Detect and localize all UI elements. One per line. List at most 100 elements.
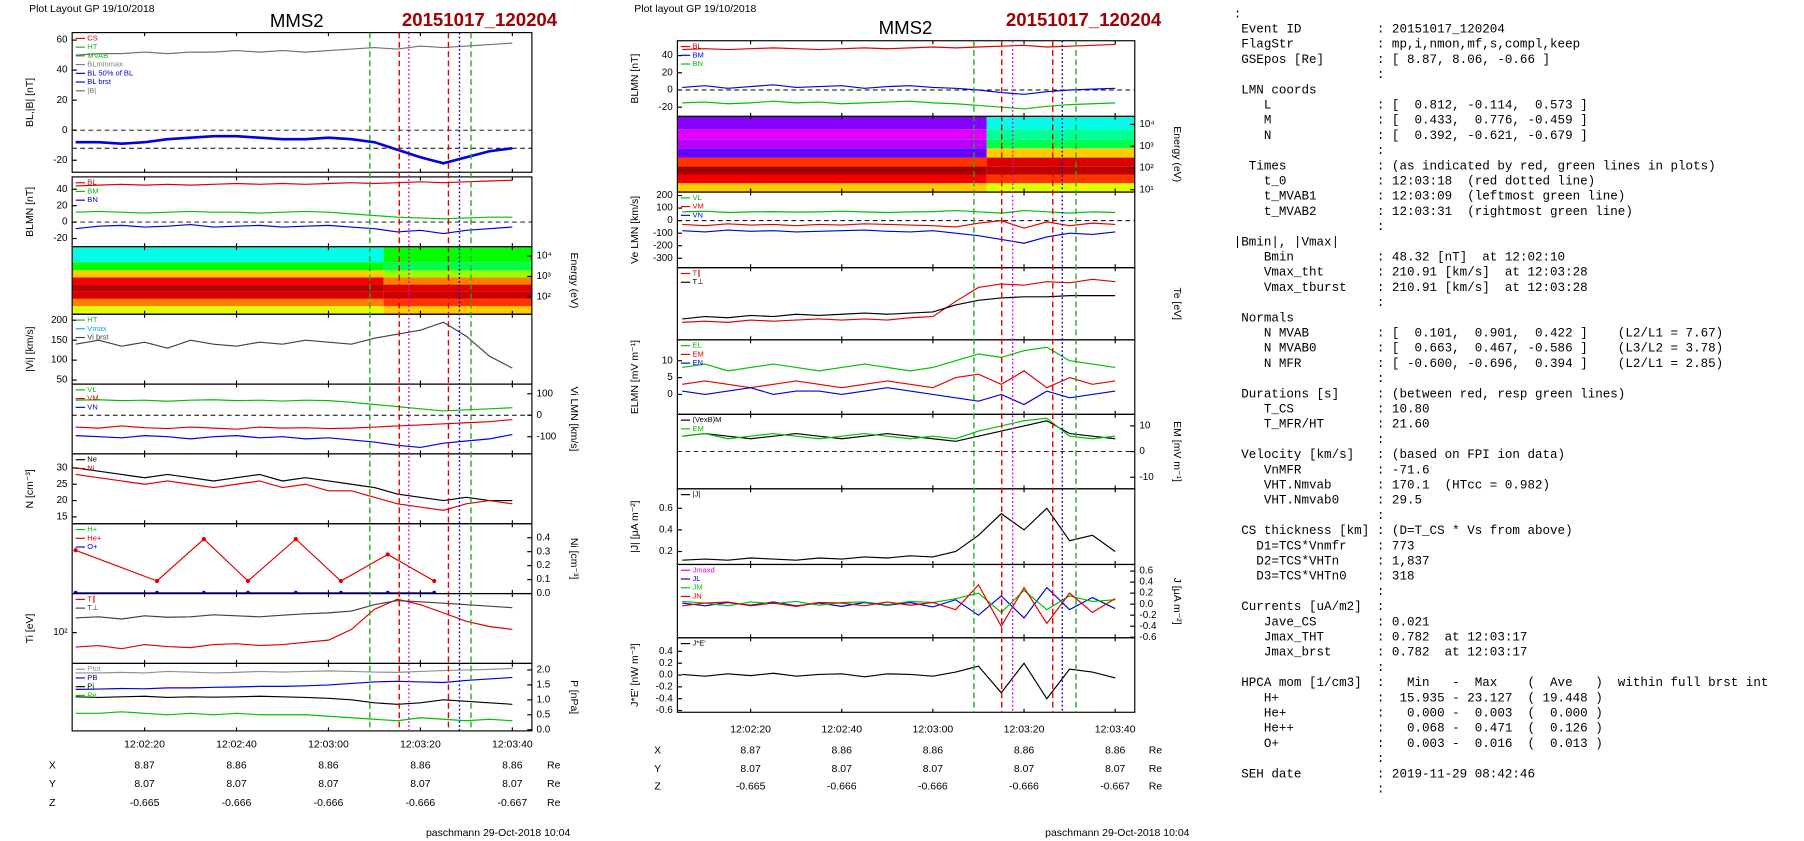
spectrogram-cell	[986, 139, 1135, 149]
data-point	[245, 578, 251, 584]
summary-label: Jmax_brst	[1234, 646, 1332, 660]
panel	[677, 210, 1135, 244]
x-tick-label: 12:03:00	[913, 725, 954, 736]
legend-label: JM	[693, 583, 703, 592]
position-name: X	[654, 745, 661, 756]
legend-label: EL	[693, 341, 702, 350]
spectrogram-cell	[383, 298, 532, 307]
position-value: -0.666	[222, 798, 252, 809]
summary-value: : 773	[1377, 539, 1415, 553]
panel	[682, 662, 1116, 700]
data-point	[338, 590, 343, 594]
panel	[75, 467, 513, 511]
y-axis-label: P [nPa]	[568, 680, 579, 714]
legend-label: Pi	[87, 682, 94, 691]
position-value: -0.667	[498, 798, 528, 809]
legend-label: VN	[87, 402, 97, 411]
position-value: -0.666	[827, 782, 857, 793]
position-value: 8.07	[740, 764, 761, 775]
spectrogram-cell	[986, 129, 1135, 140]
summary-label: N	[1234, 129, 1272, 143]
y-tick-label: 0	[1139, 446, 1145, 457]
x-tick-label: 12:03:40	[1095, 725, 1136, 736]
summary-value: : 0.000 - 0.003 ( 0.000 )	[1377, 706, 1603, 720]
y-tick-label: 1.0	[537, 694, 551, 705]
panel	[682, 507, 1116, 561]
summary-label: :	[1234, 7, 1242, 21]
position-value: 8.86	[502, 761, 523, 772]
legend-label: |J|	[693, 490, 701, 499]
spectrogram-cell	[72, 284, 384, 292]
legend-label: PB	[87, 673, 97, 682]
data-point	[154, 578, 160, 584]
summary-label: HPCA mom [1/cm3]	[1234, 676, 1362, 690]
summary-value: :	[1377, 433, 1385, 447]
y-axis-label: J [μA m⁻²]	[1171, 578, 1182, 625]
y-tick-label: 0.5	[537, 709, 551, 720]
summary-label: He+	[1234, 706, 1287, 720]
spectrogram-cell	[383, 306, 532, 315]
spectrogram-cell	[72, 246, 384, 263]
data-line	[75, 473, 513, 511]
y-tick-label: 200	[51, 315, 68, 326]
position-value: 8.86	[832, 745, 853, 756]
legend-label: MVAB	[87, 51, 108, 60]
panel	[75, 598, 513, 650]
data-point	[432, 590, 437, 594]
y-axis-label: Energy (eV)	[1171, 126, 1182, 182]
panel-frame	[71, 523, 533, 595]
plot-title: MMS2	[879, 17, 933, 38]
summary-label: VHT.Nmvab0	[1234, 494, 1339, 508]
summary-label: D2=TCS*VHTn	[1234, 554, 1339, 568]
summary-value: : 0.021	[1377, 615, 1430, 629]
position-unit: Re	[1149, 782, 1163, 793]
position-value: 8.07	[1014, 764, 1035, 775]
spectrogram-cell	[383, 284, 532, 292]
y-tick-label: 40	[57, 184, 68, 195]
summary-label: He++	[1234, 722, 1294, 736]
spectrogram-cell	[986, 174, 1135, 184]
summary-value: : 48.32 [nT] at 12:02:10	[1377, 250, 1565, 264]
panel-frame	[71, 32, 533, 173]
y-tick-label: 0	[62, 125, 68, 136]
summary-value: : 29.5	[1377, 494, 1422, 508]
panel	[72, 399, 532, 449]
data-line	[682, 278, 1116, 323]
data-line	[75, 433, 513, 449]
y-axis-label: J*E' [nW m⁻³]	[630, 643, 641, 706]
y-axis-label: ELMN [mV m⁻¹]	[630, 340, 641, 414]
panel-frame	[676, 267, 1136, 341]
data-point	[293, 590, 298, 594]
y-tick-label: 30	[57, 463, 68, 474]
position-value: -0.667	[1100, 782, 1130, 793]
summary-label: t_MVAB2	[1234, 205, 1317, 219]
summary-value: :	[1377, 509, 1385, 523]
summary-label: t_MVAB1	[1234, 190, 1317, 204]
summary-value: :	[1377, 372, 1385, 386]
legend-label: T∥	[87, 594, 95, 603]
data-point	[201, 537, 206, 542]
legend-label: Ptot	[87, 664, 101, 673]
data-line	[682, 370, 1116, 389]
summary-value: : 0.003 - 0.016 ( 0.013 )	[1377, 737, 1603, 751]
y-tick-label: 0.1	[537, 574, 551, 585]
data-line	[75, 134, 513, 165]
summary-value: : (D=T_CS * Vs from above)	[1377, 524, 1573, 538]
data-line	[75, 467, 513, 502]
summary-label: GSEpos [Re]	[1234, 53, 1324, 67]
y-tick-label: 2.0	[537, 665, 551, 676]
y-tick-label: 100	[656, 203, 673, 214]
data-point	[73, 590, 78, 594]
summary-value: : (as indicated by red, green lines in p…	[1377, 159, 1716, 173]
panel	[75, 321, 513, 369]
data-line	[75, 418, 513, 430]
data-point	[338, 578, 343, 584]
y-tick-label: 20	[57, 495, 68, 506]
legend-label: T∥	[693, 269, 701, 278]
spectrogram-cell	[986, 183, 1135, 193]
y-tick-label: 40	[662, 50, 673, 61]
spectrogram-cell	[677, 139, 987, 149]
y-axis-label: Ni [cm⁻³]	[568, 538, 579, 580]
legend-label: O+	[87, 542, 98, 551]
panel	[677, 116, 1135, 193]
